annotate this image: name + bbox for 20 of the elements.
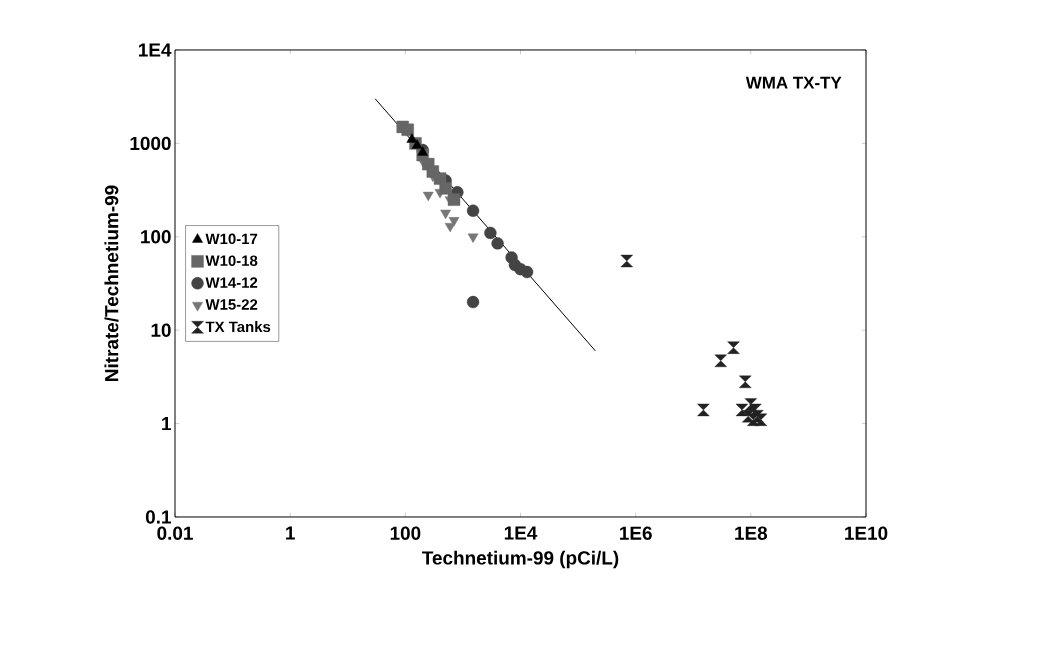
legend-label: W10-18 bbox=[205, 255, 258, 267]
legend-label: W15-22 bbox=[205, 299, 258, 310]
x-tick-label: 1E10 bbox=[845, 526, 888, 540]
x-tick-label: 1E6 bbox=[620, 526, 652, 540]
y-tick-label: 1E4 bbox=[138, 43, 172, 57]
legend-label: W10-17 bbox=[205, 233, 258, 245]
x-tick-label: 0.01 bbox=[157, 526, 193, 540]
y-tick-label: 1000 bbox=[130, 136, 171, 151]
y-axis-title: Nitrate/Technetium-99 bbox=[104, 185, 119, 381]
annotation: WMA TX-TY bbox=[745, 76, 842, 89]
x-tick-label: 1E4 bbox=[504, 526, 538, 540]
x-tick-label: 100 bbox=[390, 526, 421, 540]
legend-label: W14-12 bbox=[205, 277, 258, 288]
y-tick-label: 1 bbox=[162, 417, 171, 431]
x-axis-title: Technetium-99 (pCi/L) bbox=[422, 550, 619, 569]
y-tick-label: 0.1 bbox=[145, 510, 171, 524]
y-tick-label: 100 bbox=[141, 230, 171, 244]
x-tick-label: 1 bbox=[286, 526, 295, 540]
y-tick-label: 10 bbox=[151, 323, 171, 337]
x-tick-label: 1E8 bbox=[735, 526, 768, 540]
